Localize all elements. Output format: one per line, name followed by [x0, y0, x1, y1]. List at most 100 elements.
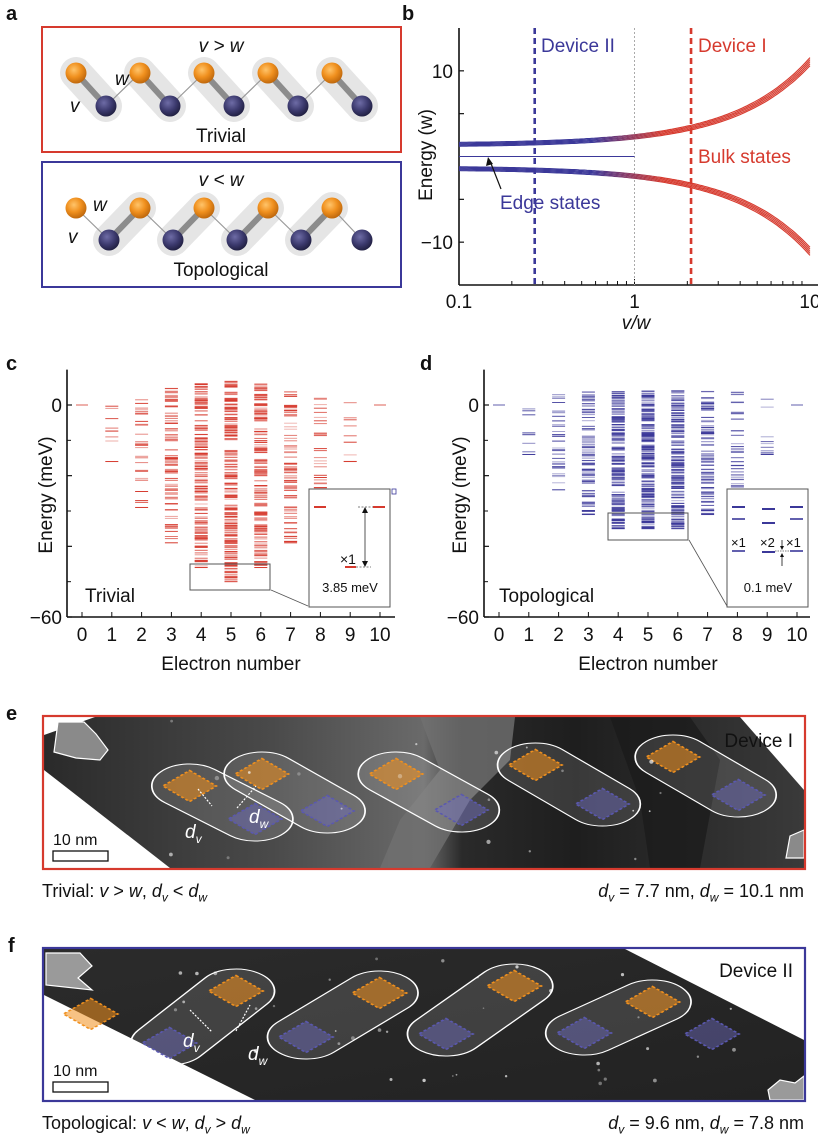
purple-site-icon	[223, 95, 245, 117]
purple-site-marker	[277, 1020, 335, 1054]
chart-b-ylabel: Energy (w)	[416, 109, 437, 201]
x-tick-label: 6	[673, 625, 684, 646]
level-column-8	[730, 391, 744, 491]
distance-arrows-f	[189, 1004, 251, 1033]
orange-site-icon	[129, 62, 151, 84]
x-tick-label: 1	[524, 625, 535, 646]
purple-site-marker	[710, 778, 767, 812]
label-dw-e: dw	[249, 807, 270, 831]
x-tick-label: 4	[196, 625, 207, 646]
orange-site-icon	[65, 197, 87, 219]
x-tick-label: 4	[613, 625, 624, 646]
purple-site-marker	[140, 1026, 199, 1060]
stm-speckle	[375, 957, 378, 961]
y-tick-label: 0	[51, 396, 62, 417]
orange-site-marker	[367, 757, 425, 791]
orange-site-icon	[129, 197, 151, 219]
bulk-band-upper	[459, 65, 811, 147]
x-tick-label: 7	[285, 625, 296, 646]
scale-bar-f	[52, 1081, 109, 1093]
topological-label-w: w	[93, 195, 108, 216]
orange-site-icon	[257, 62, 279, 84]
annotation-device-i: Device I	[698, 36, 767, 57]
orange-site-icon	[321, 62, 343, 84]
chart-c-title: Trivial	[85, 586, 135, 607]
purple-site-marker	[683, 1017, 741, 1051]
x-tick-label: 10	[786, 625, 807, 646]
orange-site-marker	[507, 748, 564, 782]
orange-site-icon	[257, 197, 279, 219]
stm-speckle	[253, 1048, 258, 1053]
chart-d-zoom-connector	[688, 539, 728, 607]
panel-label-a: a	[6, 3, 18, 25]
orange-site-icon	[65, 62, 87, 84]
panel-label-b: b	[402, 3, 414, 25]
orange-site-marker	[61, 997, 120, 1031]
trivial-title: Trivial	[196, 126, 246, 147]
stm-speckle	[441, 959, 445, 963]
x-tick-label: 2	[553, 625, 564, 646]
topological-label-v: v	[68, 227, 79, 248]
x-tick-label: 3	[583, 625, 594, 646]
orange-site-marker	[644, 740, 702, 774]
stm-speckle	[632, 809, 635, 812]
level-column-6	[254, 383, 268, 569]
inset-d-mult-right: ×1	[786, 535, 801, 550]
chart-b-y-tick-label: 10	[432, 62, 453, 83]
stm-speckle	[504, 1075, 508, 1078]
topological-title: Topological	[173, 260, 268, 281]
stm-speckle	[634, 857, 637, 861]
stm-speckle	[767, 1016, 770, 1019]
stm-speckle	[696, 1055, 700, 1058]
stm-speckle	[337, 1042, 341, 1045]
caption-e-right: dv = 7.7 nm, dw = 10.1 nm	[598, 881, 804, 905]
y-tick-label: −60	[30, 608, 62, 629]
chart-c-zoom-region	[189, 563, 271, 591]
stm-speckle	[385, 1030, 389, 1034]
inset-d-levels	[732, 506, 803, 566]
purple-site-marker	[433, 793, 490, 827]
orange-site-icon	[321, 197, 343, 219]
x-tick-label: 1	[107, 625, 118, 646]
x-tick-label: 5	[643, 625, 654, 646]
trivial-box	[41, 26, 402, 153]
bulk-band-upper	[459, 59, 811, 144]
label-dw-f: dw	[248, 1044, 269, 1068]
stm-speckle	[528, 850, 531, 853]
chart-b-xlabel: v/w	[622, 313, 652, 334]
chart-d-ylabel: Energy (meV)	[450, 436, 471, 553]
topological-condition: v < w	[199, 170, 245, 191]
scale-bar-label-e: 10 nm	[53, 832, 97, 849]
chart-c-inset	[308, 488, 391, 608]
stm-image-device-ii	[44, 949, 804, 1100]
bulk-band-lower	[459, 169, 811, 254]
purple-site-icon	[159, 95, 181, 117]
purple-site-icon	[162, 229, 184, 251]
x-tick-label: 6	[256, 625, 267, 646]
orange-site-marker	[350, 976, 409, 1010]
stm-speckle	[696, 979, 701, 985]
level-column-5	[224, 380, 238, 583]
inset-c-multiplicity: ×1	[340, 551, 356, 567]
scale-bar-label-f: 10 nm	[53, 1063, 97, 1080]
level-column-7	[284, 391, 298, 544]
panel-label-c: c	[6, 353, 17, 375]
stm-speckle	[195, 971, 199, 976]
chart-b-y-tick-label: −10	[421, 233, 453, 254]
x-tick-label: 9	[345, 625, 356, 646]
inset-c-marker	[391, 488, 397, 495]
x-tick-label: 8	[732, 625, 743, 646]
topological-chain	[65, 191, 373, 256]
purple-site-icon	[226, 229, 248, 251]
purple-site-icon	[351, 95, 373, 117]
stm-speckle	[525, 746, 528, 749]
orange-site-marker	[161, 769, 219, 803]
scale-bar-e	[52, 850, 109, 862]
stm-speckle	[340, 807, 343, 810]
x-tick-label: 2	[136, 625, 147, 646]
orange-site-marker	[207, 974, 265, 1008]
stm-speckle	[732, 1047, 736, 1052]
level-column-1	[105, 405, 119, 463]
stm-speckle	[486, 839, 491, 845]
